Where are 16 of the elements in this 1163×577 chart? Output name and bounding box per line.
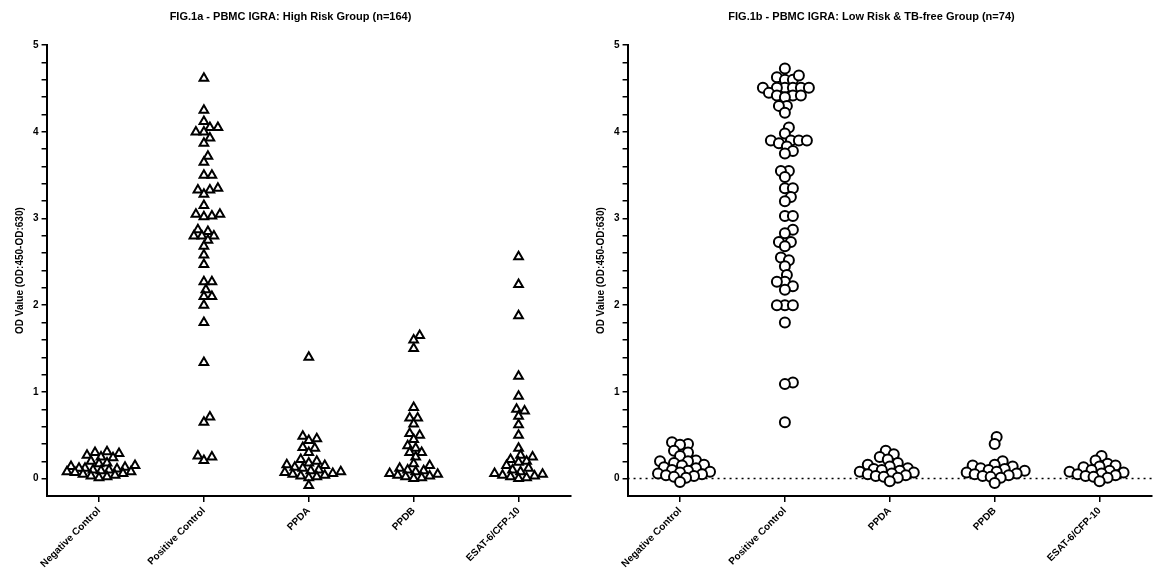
y-tick-label: 0 — [33, 472, 39, 484]
chart-title: FIG.1b - PBMC IGRA: Low Risk & TB-free Group (n=74) — [728, 9, 1015, 22]
y-tick-label: 4 — [614, 125, 620, 137]
y-tick-label: 5 — [614, 38, 620, 50]
y-tick-label: 5 — [33, 38, 39, 50]
y-tick-label: 0 — [614, 472, 620, 484]
y-tick-label: 4 — [33, 125, 39, 137]
y-axis-title: OD Value (OD:450-OD:630) — [13, 207, 25, 334]
y-tick-label: 3 — [33, 212, 39, 224]
y-tick-label: 1 — [614, 385, 620, 397]
y-axis-title: OD Value (OD:450-OD:630) — [594, 207, 606, 334]
y-tick-label: 3 — [614, 212, 620, 224]
chart-title: FIG.1a - PBMC IGRA: High Risk Group (n=164) — [169, 9, 412, 22]
y-tick-label: 2 — [33, 298, 39, 310]
y-tick-label: 2 — [614, 298, 620, 310]
y-tick-label: 1 — [33, 385, 39, 397]
